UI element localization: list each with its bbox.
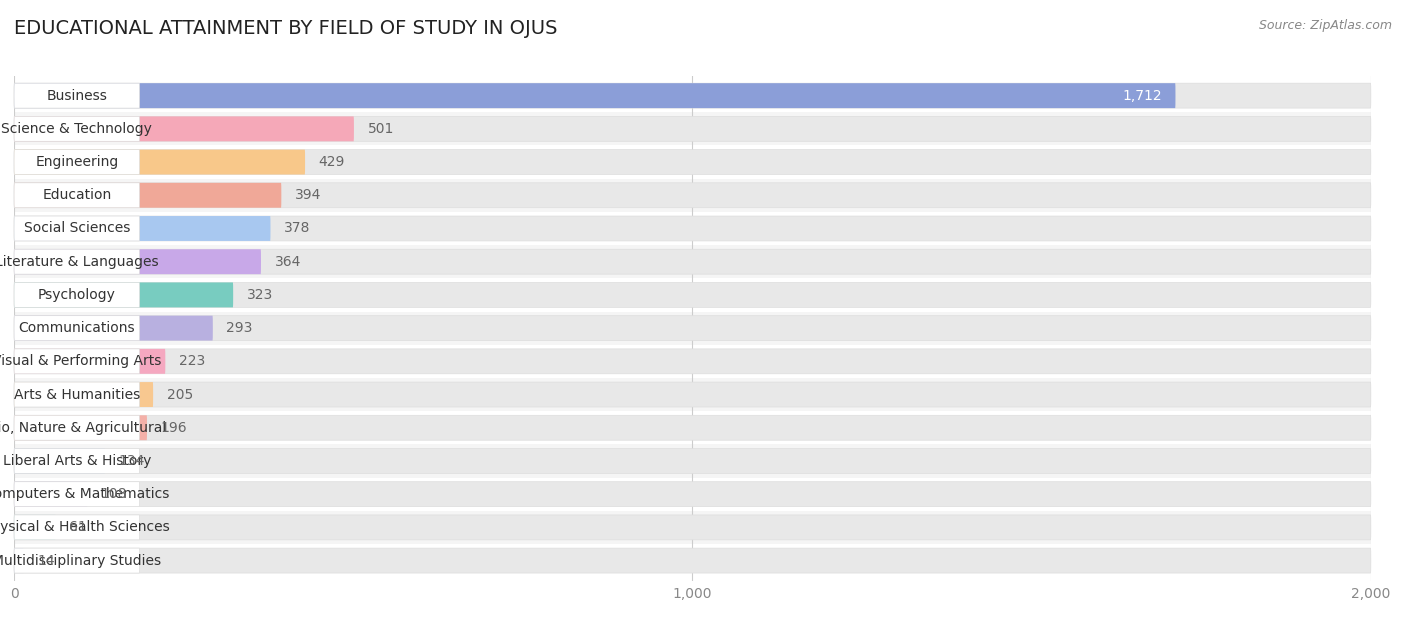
FancyBboxPatch shape — [14, 116, 1371, 141]
FancyBboxPatch shape — [14, 83, 1175, 108]
FancyBboxPatch shape — [14, 382, 153, 407]
Text: Physical & Health Sciences: Physical & Health Sciences — [0, 521, 170, 534]
FancyBboxPatch shape — [14, 249, 1371, 274]
Bar — [14, 444, 1371, 478]
Bar — [14, 146, 1371, 179]
Text: Psychology: Psychology — [38, 288, 115, 302]
FancyBboxPatch shape — [14, 415, 1371, 440]
Text: Communications: Communications — [18, 321, 135, 335]
Text: 293: 293 — [226, 321, 253, 335]
Text: Computers & Mathematics: Computers & Mathematics — [0, 487, 170, 501]
Text: Visual & Performing Arts: Visual & Performing Arts — [0, 355, 162, 369]
Text: Literature & Languages: Literature & Languages — [0, 255, 159, 269]
FancyBboxPatch shape — [14, 150, 1371, 175]
Bar — [14, 411, 1371, 444]
Text: Liberal Arts & History: Liberal Arts & History — [3, 454, 150, 468]
Text: Business: Business — [46, 88, 107, 103]
FancyBboxPatch shape — [14, 515, 139, 540]
Text: 223: 223 — [179, 355, 205, 369]
Text: Multidisciplinary Studies: Multidisciplinary Studies — [0, 553, 162, 568]
Text: 501: 501 — [367, 122, 394, 136]
FancyBboxPatch shape — [14, 349, 166, 374]
Text: 1,712: 1,712 — [1122, 88, 1161, 103]
Bar — [14, 544, 1371, 577]
Text: Social Sciences: Social Sciences — [24, 221, 129, 235]
FancyBboxPatch shape — [14, 481, 87, 507]
FancyBboxPatch shape — [14, 481, 1371, 507]
FancyBboxPatch shape — [14, 116, 354, 141]
FancyBboxPatch shape — [14, 316, 1371, 341]
Text: Science & Technology: Science & Technology — [1, 122, 152, 136]
Bar — [14, 245, 1371, 278]
FancyBboxPatch shape — [14, 382, 1371, 407]
FancyBboxPatch shape — [14, 83, 1371, 108]
Text: Source: ZipAtlas.com: Source: ZipAtlas.com — [1258, 19, 1392, 32]
FancyBboxPatch shape — [14, 83, 139, 108]
Text: 364: 364 — [274, 255, 301, 269]
Bar — [14, 345, 1371, 378]
FancyBboxPatch shape — [14, 249, 262, 274]
Text: 61: 61 — [69, 521, 87, 534]
FancyBboxPatch shape — [14, 316, 212, 341]
FancyBboxPatch shape — [14, 150, 139, 175]
Bar — [14, 112, 1371, 146]
Text: 205: 205 — [167, 387, 193, 401]
FancyBboxPatch shape — [14, 116, 139, 141]
FancyBboxPatch shape — [14, 183, 1371, 208]
FancyBboxPatch shape — [14, 515, 1371, 540]
Text: 108: 108 — [101, 487, 128, 501]
FancyBboxPatch shape — [14, 216, 270, 241]
FancyBboxPatch shape — [14, 216, 1371, 241]
FancyBboxPatch shape — [14, 316, 139, 341]
Bar — [14, 510, 1371, 544]
Text: 429: 429 — [319, 155, 344, 169]
FancyBboxPatch shape — [14, 481, 139, 507]
FancyBboxPatch shape — [14, 515, 55, 540]
FancyBboxPatch shape — [14, 349, 1371, 374]
Text: Engineering: Engineering — [35, 155, 118, 169]
Text: 14: 14 — [37, 553, 55, 568]
Bar — [14, 378, 1371, 411]
FancyBboxPatch shape — [14, 150, 305, 175]
FancyBboxPatch shape — [14, 283, 139, 307]
FancyBboxPatch shape — [14, 548, 24, 573]
Bar — [14, 312, 1371, 345]
Text: Arts & Humanities: Arts & Humanities — [14, 387, 141, 401]
FancyBboxPatch shape — [14, 283, 233, 307]
Text: 394: 394 — [295, 188, 322, 203]
FancyBboxPatch shape — [14, 449, 105, 473]
Text: 134: 134 — [118, 454, 145, 468]
FancyBboxPatch shape — [14, 349, 139, 374]
FancyBboxPatch shape — [14, 283, 1371, 307]
FancyBboxPatch shape — [14, 216, 139, 241]
Bar — [14, 278, 1371, 312]
Text: EDUCATIONAL ATTAINMENT BY FIELD OF STUDY IN OJUS: EDUCATIONAL ATTAINMENT BY FIELD OF STUDY… — [14, 19, 558, 38]
FancyBboxPatch shape — [14, 449, 139, 473]
Bar — [14, 478, 1371, 510]
FancyBboxPatch shape — [14, 183, 281, 208]
Bar — [14, 179, 1371, 212]
Text: Bio, Nature & Agricultural: Bio, Nature & Agricultural — [0, 421, 166, 435]
FancyBboxPatch shape — [14, 548, 139, 573]
Text: 323: 323 — [246, 288, 273, 302]
FancyBboxPatch shape — [14, 415, 139, 440]
Text: 196: 196 — [160, 421, 187, 435]
FancyBboxPatch shape — [14, 382, 139, 407]
FancyBboxPatch shape — [14, 415, 148, 440]
FancyBboxPatch shape — [14, 548, 1371, 573]
Bar — [14, 79, 1371, 112]
FancyBboxPatch shape — [14, 183, 139, 208]
Bar — [14, 212, 1371, 245]
FancyBboxPatch shape — [14, 449, 1371, 473]
Text: Education: Education — [42, 188, 111, 203]
FancyBboxPatch shape — [14, 249, 139, 274]
Text: 378: 378 — [284, 221, 311, 235]
